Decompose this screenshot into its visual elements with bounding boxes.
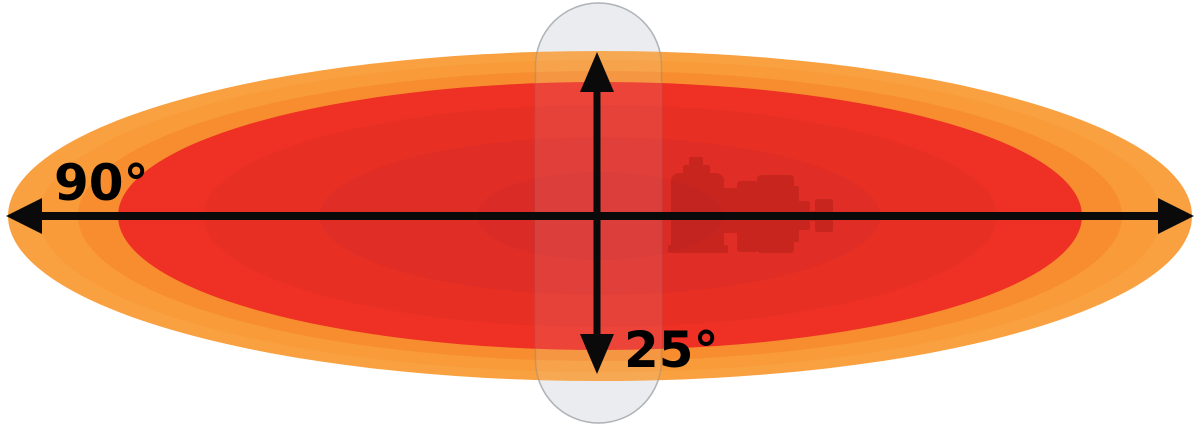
vertical-arrow-bottom-head: [580, 334, 614, 374]
device-top-nub: [689, 157, 703, 167]
device-base: [668, 245, 728, 253]
vertical-axis-arrow: [580, 52, 614, 374]
vertical-arrow-shaft: [593, 90, 601, 338]
vertical-arrow-top-head: [580, 52, 614, 92]
horizontal-angle-label: 90°: [54, 154, 149, 212]
horizontal-arrow-left-head: [6, 198, 42, 234]
device-cap: [683, 165, 710, 176]
device-bracket: [722, 188, 739, 233]
horizontal-arrow-right-head: [1158, 198, 1194, 234]
vertical-angle-label: 25°: [624, 321, 719, 379]
